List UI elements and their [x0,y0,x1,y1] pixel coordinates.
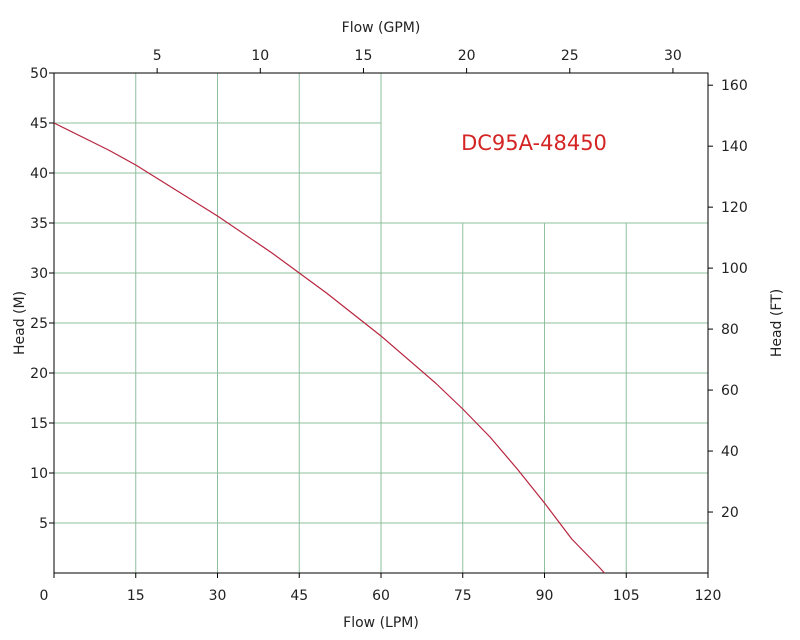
tick-label-x-top-5: 5 [153,48,162,64]
tick-label-y-right-140: 140 [721,139,748,155]
tick-label-y-left-15: 15 [30,416,48,432]
tick-label-y-right-160: 160 [721,78,748,94]
x-bottom-axis-title: Flow (LPM) [343,615,419,631]
tick-label-y-left-50: 50 [30,66,48,82]
tick-label-x-bottom-15: 15 [127,588,145,604]
tick-label-x-bottom-30: 30 [209,588,227,604]
tick-label-y-right-40: 40 [721,444,739,460]
tick-label-y-left-45: 45 [30,116,48,132]
tick-label-y-right-120: 120 [721,200,748,216]
tick-label-y-left-40: 40 [30,166,48,182]
y-left-axis-title: Head (M) [12,291,28,355]
tick-label-x-top-10: 10 [251,48,269,64]
tick-label-y-right-60: 60 [721,383,739,399]
tick-label-x-top-30: 30 [664,48,682,64]
y-right-axis-title: Head (FT) [769,289,785,357]
tick-label-x-bottom-90: 90 [536,588,554,604]
tick-label-y-left-10: 10 [30,466,48,482]
tick-label-x-bottom-75: 75 [454,588,472,604]
tick-label-x-bottom-0: 0 [40,588,49,604]
tick-label-y-left-25: 25 [30,316,48,332]
tick-label-y-right-20: 20 [721,505,739,521]
tick-label-x-top-25: 25 [561,48,579,64]
tick-label-y-left-20: 20 [30,366,48,382]
x-top-axis-title: Flow (GPM) [342,20,421,36]
tick-label-y-left-35: 35 [30,216,48,232]
tick-label-x-bottom-45: 45 [290,588,308,604]
tick-label-y-left-30: 30 [30,266,48,282]
tick-label-x-top-20: 20 [458,48,476,64]
tick-label-x-bottom-105: 105 [613,588,640,604]
tick-label-x-top-15: 15 [355,48,373,64]
pump-curve-line-0 [53,122,605,574]
model-label: DC95A-48450 [461,131,607,155]
tick-label-y-right-80: 80 [721,322,739,338]
tick-label-y-left-5: 5 [39,516,48,532]
tick-label-y-right-100: 100 [721,261,748,277]
tick-label-x-bottom-60: 60 [372,588,390,604]
grid-lines [54,73,708,573]
tick-label-x-bottom-120: 120 [695,588,722,604]
